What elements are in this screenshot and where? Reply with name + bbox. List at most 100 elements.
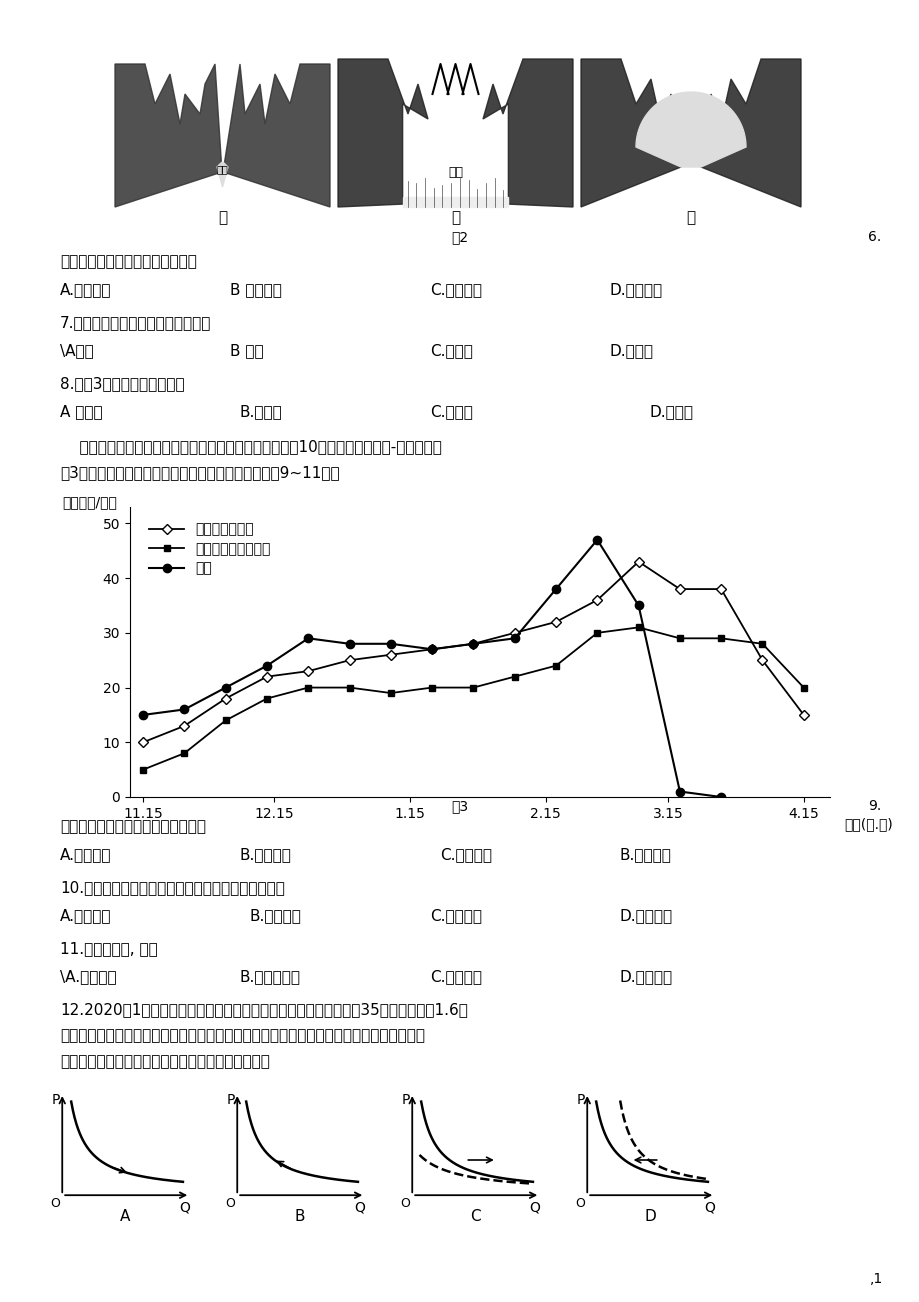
- 樟子松常绿原始林地: [756, 635, 767, 651]
- Text: Q: Q: [179, 1200, 190, 1215]
- Text: D.乙丙甲: D.乙丙甲: [650, 404, 693, 419]
- 落叶松人工林地: [261, 669, 272, 685]
- Text: 流水: 流水: [216, 164, 228, 174]
- 落叶松人工林地: [798, 707, 809, 723]
- 樟子松常绿原始林地: [178, 746, 189, 762]
- 裸地: [220, 680, 231, 695]
- Text: 8.图示3个时期的先后顺序是: 8.图示3个时期的先后顺序是: [60, 376, 185, 391]
- Text: 图2: 图2: [451, 230, 468, 243]
- Text: A: A: [119, 1210, 130, 1224]
- Text: O: O: [574, 1197, 584, 1210]
- 樟子松常绿原始林地: [591, 625, 602, 641]
- 落叶松人工林地: [508, 625, 519, 641]
- 裸地: [468, 635, 479, 651]
- 落叶松人工林地: [591, 592, 602, 608]
- Text: 12.2020年1月，国务院出台文件鼓励有条件的地区对农村居民购买35吨及以下货车1.6升: 12.2020年1月，国务院出台文件鼓励有条件的地区对农村居民购买35吨及以下货…: [60, 1003, 468, 1017]
- Line: 裸地: 裸地: [139, 535, 724, 801]
- Text: A.华北地区: A.华北地区: [60, 848, 111, 862]
- Bar: [115, 44, 330, 207]
- Line: 落叶松人工林地: 落叶松人工林地: [140, 559, 806, 746]
- 裸地: [674, 784, 685, 799]
- Line: 樟子松常绿原始林地: 樟子松常绿原始林地: [140, 624, 806, 773]
- 樟子松常绿原始林地: [632, 620, 643, 635]
- 裸地: [632, 598, 643, 613]
- 樟子松常绿原始林地: [138, 762, 149, 777]
- Text: 10.影响实验区内三种地面积雪深度差异的主要因素是: 10.影响实验区内三种地面积雪深度差异的主要因素是: [60, 880, 285, 894]
- 樟子松常绿原始林地: [220, 712, 231, 728]
- 裸地: [508, 630, 519, 646]
- Text: B.增加融雪量: B.增加融雪量: [240, 969, 301, 984]
- Text: O: O: [225, 1197, 234, 1210]
- Polygon shape: [581, 59, 680, 207]
- 落叶松人工林地: [178, 719, 189, 734]
- Text: B 冰川侵蚀: B 冰川侵蚀: [230, 283, 281, 297]
- Polygon shape: [403, 197, 508, 207]
- 裸地: [591, 533, 602, 548]
- Text: O: O: [50, 1197, 60, 1210]
- Text: O: O: [400, 1197, 409, 1210]
- Text: D.蘑菇石: D.蘑菇石: [609, 342, 653, 358]
- Text: 图3为种地面积雪厚度随时间变化的状况图。据此完成9~11题。: 图3为种地面积雪厚度随时间变化的状况图。据此完成9~11题。: [60, 465, 339, 480]
- 落叶松人工林地: [715, 581, 726, 596]
- Text: 乙: 乙: [450, 210, 460, 225]
- Text: ,1: ,1: [869, 1272, 882, 1286]
- 樟子松常绿原始林地: [261, 690, 272, 706]
- 落叶松人工林地: [385, 647, 396, 663]
- 樟子松常绿原始林地: [385, 685, 396, 700]
- Text: C.西南地区: C.西南地区: [439, 848, 492, 862]
- Text: P: P: [52, 1094, 61, 1107]
- 裸地: [550, 581, 561, 596]
- Text: 6.: 6.: [867, 230, 880, 243]
- 樟子松常绿原始林地: [468, 680, 479, 695]
- Text: B: B: [294, 1210, 305, 1224]
- Text: D.延长春汛: D.延长春汛: [619, 969, 673, 984]
- Legend: 落叶松人工林地, 樟子松常绿原始林地, 裸地: 落叶松人工林地, 樟子松常绿原始林地, 裸地: [143, 517, 276, 581]
- Text: P: P: [227, 1094, 235, 1107]
- 裸地: [344, 635, 355, 651]
- 落叶松人工林地: [550, 615, 561, 630]
- Text: C.林冠截留: C.林冠截留: [429, 907, 482, 923]
- 樟子松常绿原始林地: [715, 630, 726, 646]
- Text: P: P: [402, 1094, 410, 1107]
- Text: B.东北地区: B.东北地区: [240, 848, 291, 862]
- 樟子松常绿原始林地: [302, 680, 313, 695]
- Text: B.西北地区: B.西北地区: [619, 848, 671, 862]
- Polygon shape: [337, 59, 450, 207]
- Text: B.甲丙乙: B.甲丙乙: [240, 404, 282, 419]
- 裸地: [715, 789, 726, 805]
- Text: \A峡湾: \A峡湾: [60, 342, 94, 358]
- Text: B 溶洞: B 溶洞: [230, 342, 264, 358]
- Polygon shape: [222, 64, 330, 207]
- Text: 11.与裸地相比, 林地: 11.与裸地相比, 林地: [60, 941, 157, 956]
- Polygon shape: [115, 64, 221, 207]
- 落叶松人工林地: [468, 635, 479, 651]
- 樟子松常绿原始林地: [508, 669, 519, 685]
- 樟子松常绿原始林地: [798, 680, 809, 695]
- Text: Q: Q: [704, 1200, 714, 1215]
- Text: 该试验区最有可能位于我国的地区是: 该试验区最有可能位于我国的地区是: [60, 819, 206, 835]
- Text: \A.降温较快: \A.降温较快: [60, 969, 117, 984]
- Text: 甲: 甲: [218, 210, 227, 225]
- 落叶松人工林地: [756, 652, 767, 668]
- Text: 图3: 图3: [451, 799, 468, 812]
- Text: 变化。不考虑其他因素，正确反映这一变化的图示是: 变化。不考虑其他因素，正确反映这一变化的图示是: [60, 1055, 269, 1069]
- Text: 7.图示地区还容易形成的地理事物是: 7.图示地区还容易形成的地理事物是: [60, 315, 211, 329]
- 裸地: [385, 635, 396, 651]
- Text: 丙图中谷地形成的主要外力作用是: 丙图中谷地形成的主要外力作用是: [60, 254, 197, 270]
- 樟子松常绿原始林地: [550, 658, 561, 673]
- 裸地: [178, 702, 189, 717]
- 落叶松人工林地: [138, 734, 149, 750]
- Text: 9.: 9.: [867, 799, 880, 812]
- Text: C: C: [470, 1210, 480, 1224]
- 樟子松常绿原始林地: [426, 680, 437, 695]
- Text: 冰川: 冰川: [448, 165, 462, 178]
- 落叶松人工林地: [426, 642, 437, 658]
- Text: C.风力侵蚀: C.风力侵蚀: [429, 283, 482, 297]
- 裸地: [302, 630, 313, 646]
- Text: A.流水侵蚀: A.流水侵蚀: [60, 283, 111, 297]
- Text: Q: Q: [354, 1200, 365, 1215]
- 落叶松人工林地: [674, 581, 685, 596]
- Text: B.山地坡向: B.山地坡向: [250, 907, 301, 923]
- Text: P: P: [576, 1094, 584, 1107]
- Polygon shape: [217, 161, 228, 187]
